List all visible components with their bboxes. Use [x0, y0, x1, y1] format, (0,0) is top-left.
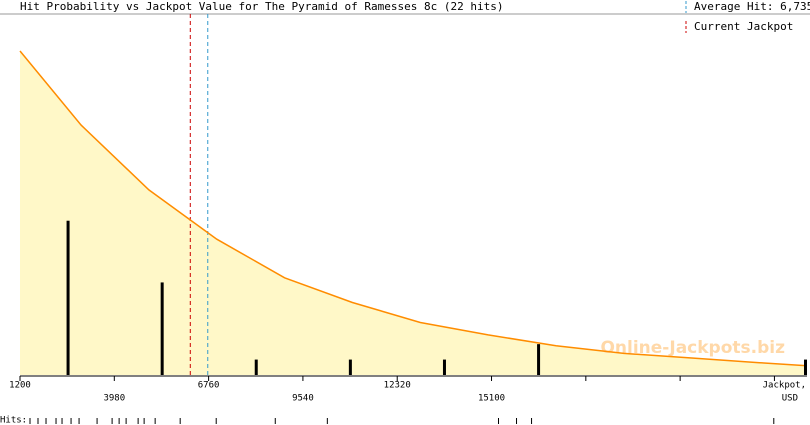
legend-label: Current Jackpot — [694, 20, 793, 33]
chart-title: Hit Probability vs Jackpot Value for The… — [20, 0, 503, 13]
x-tick-label: 9540 — [292, 394, 314, 404]
x-tick-label: 12320 — [384, 381, 411, 391]
hit-bar — [537, 344, 541, 375]
x-tick-label: 1200 — [9, 381, 31, 391]
legend-label: Average Hit: 6,735 — [694, 0, 810, 13]
watermark: Online-Jackpots.biz — [600, 338, 785, 358]
x-tick-label: 6760 — [198, 381, 220, 391]
hit-bar — [160, 282, 164, 375]
hit-bar — [804, 359, 807, 375]
hit-bar — [254, 359, 258, 375]
density-line — [19, 50, 808, 367]
x-tick-label: 15100 — [478, 394, 505, 404]
density-area — [20, 51, 807, 375]
hit-bar — [442, 359, 446, 375]
hit-bar — [66, 220, 70, 375]
hits-label: Hits: — [0, 416, 27, 425]
x-axis-label: USD — [782, 394, 798, 404]
x-axis-label: Jackpot, — [763, 381, 806, 391]
hit-bar — [348, 359, 352, 375]
x-tick-label: 3980 — [103, 394, 125, 404]
